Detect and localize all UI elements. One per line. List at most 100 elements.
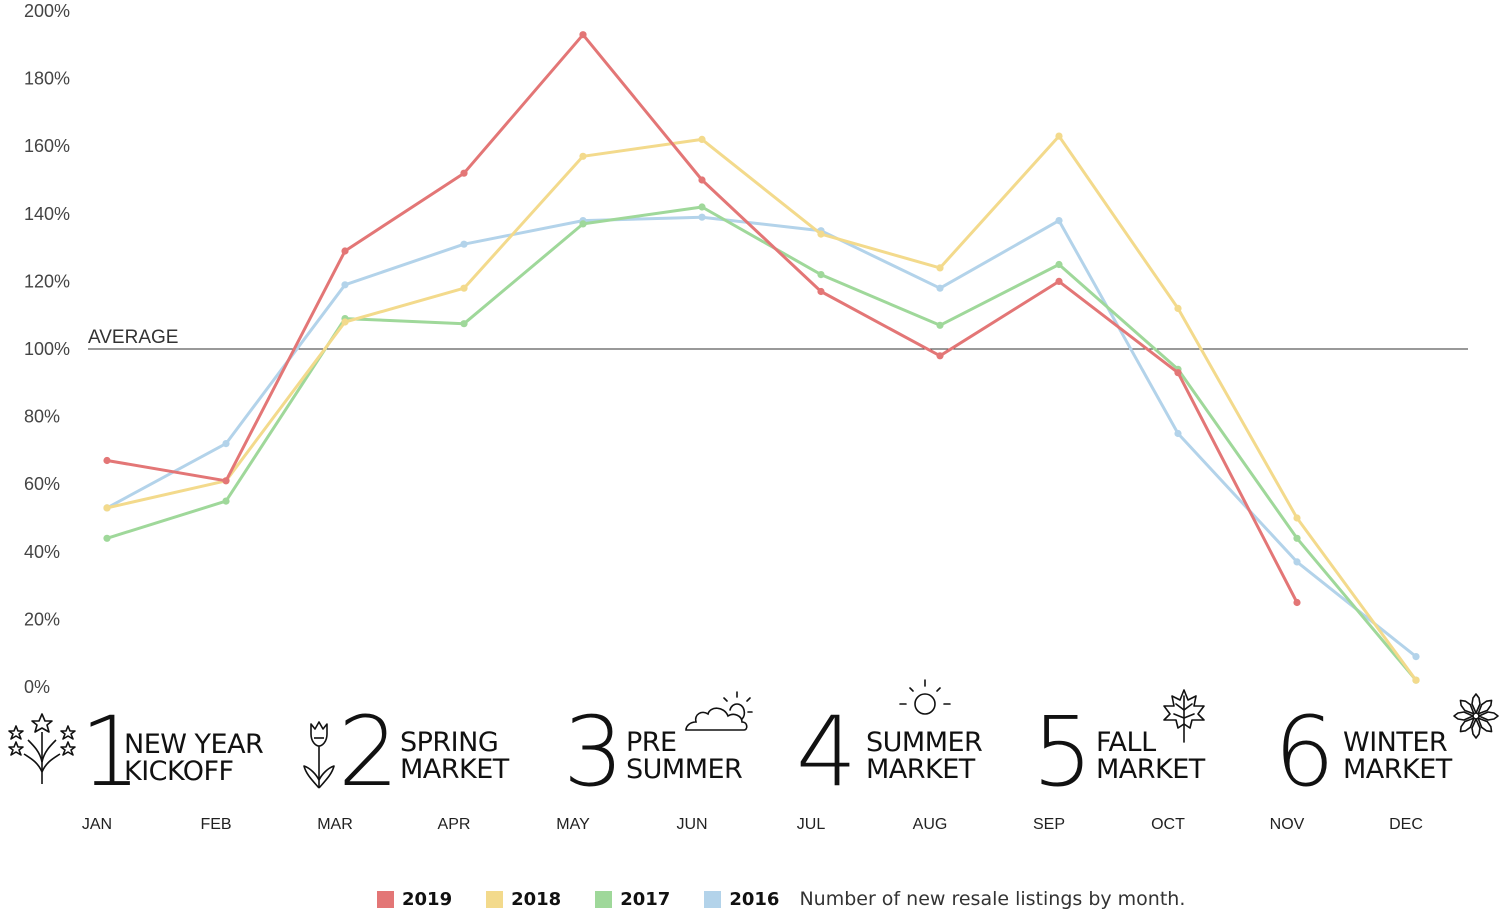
data-point-2018 [341,318,349,326]
season-3-name-line1: PRE [626,727,677,758]
season-2-name-line1: SPRING [400,727,499,758]
season-3-name: PRE SUMMER [626,727,743,785]
season-2-name: SPRING MARKET [400,729,509,783]
chart-caption: Number of new resale listings by month. [799,888,1186,910]
season-1-number: 1 [80,696,142,808]
data-point-2017 [222,497,230,505]
x-tick-label: JUN [676,816,707,833]
season-3-number: 3 [563,696,625,808]
y-tick-label: 60% [24,474,60,494]
data-point-2018 [936,264,944,272]
legend-swatch-2016 [704,890,722,908]
data-point-2019 [579,31,587,39]
x-tick-label: OCT [1151,816,1185,833]
season-1-name-line2: KICKOFF [124,756,234,787]
season-1-name: NEW YEAR KICKOFF [124,729,264,787]
data-point-2019 [936,352,944,360]
snowflake-icon [1453,693,1499,739]
series-2018 [103,132,1420,684]
series-layer [103,31,1420,684]
season-4-name-line2: MARKET [866,754,975,785]
data-point-2019 [460,169,468,177]
y-tick-label: 160% [24,136,70,156]
season-6-name-line2: MARKET [1343,754,1452,785]
season-5-name-line1: FALL [1096,727,1156,758]
season-3-name-line2: SUMMER [626,754,743,785]
x-tick-label: SEP [1033,816,1065,833]
data-point-2016 [936,284,944,292]
maple-leaf-icon [1163,689,1205,743]
data-point-2018 [103,504,111,512]
data-point-2018 [579,152,587,160]
legend-swatch-2017 [595,890,613,908]
data-point-2018 [1412,676,1420,684]
series-line-2017 [106,205,1418,682]
data-point-2019 [341,247,349,255]
legend-item-2017: 2017 [595,889,670,910]
x-tick-label: JUL [797,816,826,833]
season-5-name: FALL MARKET [1096,729,1205,783]
season-5-number: 5 [1032,696,1094,808]
x-tick-label: FEB [200,816,231,833]
season-1-name-line1: NEW YEAR [124,729,264,760]
y-tick-label: 140% [24,204,70,224]
y-tick-label: 180% [24,69,70,89]
sun-icon [899,679,951,715]
x-tick-label: NOV [1270,816,1305,833]
season-6-name-line1: WINTER [1343,727,1448,758]
data-point-2019 [1174,369,1182,377]
data-point-2018 [1055,132,1063,140]
series-line-2018 [106,134,1418,682]
season-2-name-line2: MARKET [400,754,509,785]
y-tick-label: 20% [24,609,60,629]
legend: 2019 2018 2017 2016 Number of new resale… [377,886,1185,912]
y-tick-label: 200% [24,1,70,21]
y-tick-label: 80% [24,407,60,427]
data-point-2016 [1174,429,1182,438]
season-6-name: WINTER MARKET [1343,729,1452,783]
legend-item-2016: 2016 [704,889,779,910]
season-5-name-line2: MARKET [1096,754,1205,785]
legend-item-2019: 2019 [377,889,452,910]
legend-swatch-2019 [377,890,394,908]
data-point-2018 [1293,514,1301,522]
y-tick-label: 40% [24,542,60,562]
data-point-2016 [341,281,349,289]
data-point-2019 [817,287,825,296]
series-2016 [103,213,1420,661]
x-tick-label: JAN [82,816,112,833]
data-point-2016 [1055,217,1063,225]
series-2017 [103,203,1420,684]
average-label: AVERAGE [88,327,178,348]
data-point-2017 [579,220,587,228]
season-6-number: 6 [1274,696,1336,808]
y-tick-label: 120% [24,271,70,291]
legend-label-2019: 2019 [402,888,453,910]
legend-swatch-2018 [486,890,504,908]
legend-label-2016: 2016 [729,888,780,910]
legend-label-2017: 2017 [620,888,671,910]
x-tick-label: APR [438,816,471,833]
data-point-2018 [817,230,825,238]
data-point-2017 [103,534,111,542]
x-tick-label: MAR [317,816,353,833]
season-2-number: 2 [338,696,400,808]
data-point-2019 [1293,598,1301,607]
series-line-2016 [106,215,1417,658]
x-tick-label: MAY [556,816,590,833]
data-point-2017 [936,321,944,329]
y-axis: 0% 20% 40% 60% 80% 100% 120% 140% 160% 180% 200% [24,1,70,697]
fireworks-icon [8,713,76,784]
y-tick-label: 0% [24,677,50,697]
data-point-2016 [698,213,706,221]
data-point-2018 [698,135,706,143]
data-point-2019 [222,477,230,485]
data-point-2019 [103,456,111,465]
data-point-2019 [1055,277,1063,285]
x-tick-label: AUG [913,816,948,833]
data-point-2016 [222,440,230,448]
data-point-2017 [1293,534,1301,542]
data-point-2017 [698,203,706,211]
series-2019 [103,31,1301,607]
